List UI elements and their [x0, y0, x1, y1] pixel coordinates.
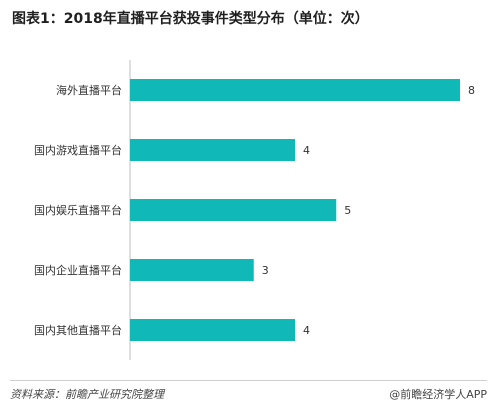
bar-value-label: 5: [344, 204, 351, 217]
bar: [130, 139, 295, 161]
bar-chart: 海外直播平台 8 国内游戏直播平台 4 国内娱乐直播平台 5 国内企业直播平台 3 国内其他直播…: [34, 60, 475, 360]
bar-value-label: 4: [303, 324, 310, 337]
bar: [130, 199, 337, 221]
footer-divider: [10, 380, 487, 381]
category-label: 国内娱乐直播平台: [34, 203, 122, 217]
category-label: 国内游戏直播平台: [34, 143, 122, 157]
footer: 资料来源：前瞻产业研究院整理 @前瞻经济学人APP: [0, 380, 497, 404]
brand-credit: @前瞻经济学人APP: [389, 388, 487, 401]
bar: [130, 79, 460, 101]
bar-value-label: 3: [262, 264, 269, 277]
bar-value-label: 8: [468, 84, 475, 97]
category-label: 国内企业直播平台: [34, 263, 122, 277]
category-label: 国内其他直播平台: [34, 323, 122, 337]
bar-value-label: 4: [303, 144, 310, 157]
source-note: 资料来源：前瞻产业研究院整理: [10, 388, 164, 401]
bar: [130, 319, 295, 341]
chart-title: 图表1：2018年直播平台获投事件类型分布（单位：次）: [12, 11, 369, 27]
bar: [130, 259, 254, 281]
category-label: 海外直播平台: [56, 83, 122, 97]
